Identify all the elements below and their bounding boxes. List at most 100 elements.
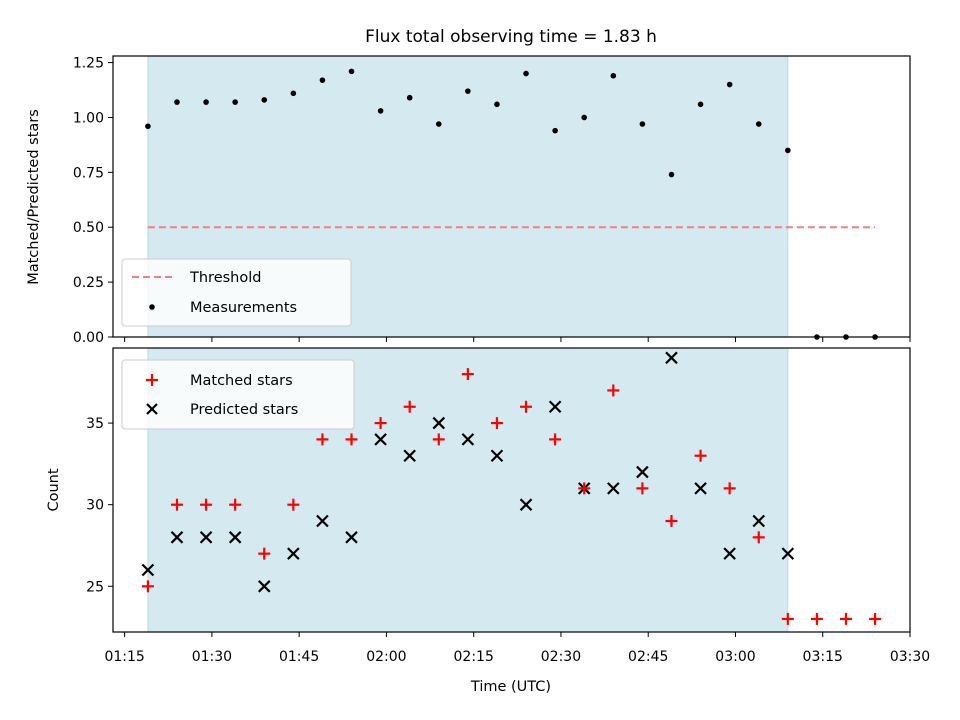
legend-measurements-label: Measurements — [190, 300, 297, 316]
measurement-point — [697, 101, 704, 108]
legend-matched-swatch — [146, 374, 158, 386]
top-legend: Threshold Measurements — [121, 258, 352, 327]
bottom-y-tick-label: 35 — [86, 416, 104, 432]
matched-star-marker — [374, 417, 387, 430]
predicted-star-marker — [665, 351, 678, 365]
bottom-y-tick-label: 25 — [86, 579, 104, 595]
top-y-tick-label: 0.00 — [73, 330, 104, 346]
predicted-star-marker — [490, 449, 504, 463]
predicted-star-marker — [403, 449, 416, 463]
x-tick-label: 02:00 — [366, 649, 406, 665]
predicted-star-marker — [519, 498, 533, 511]
x-tick-label: 02:30 — [541, 649, 581, 665]
x-axis-label: Time (UTC) — [470, 679, 551, 695]
predicted-star-marker — [345, 531, 358, 544]
predicted-star-marker — [257, 580, 271, 593]
matched-star-marker — [200, 498, 213, 511]
measurement-point — [203, 99, 209, 105]
matched-star-marker — [287, 498, 300, 511]
predicted-star-marker — [723, 547, 736, 560]
bottom-legend-box — [121, 359, 355, 430]
measurement-point — [755, 121, 762, 127]
measurement-point — [639, 121, 646, 127]
measurement-point — [261, 97, 268, 103]
predicted-star-marker — [316, 514, 329, 528]
top-plot-frame — [112, 55, 911, 338]
predicted-star-marker — [287, 547, 300, 560]
top-legend-box — [121, 258, 352, 327]
bottom-panel: 25 30 35 01:15 01:30 01:45 02:00 02:15 02:30 02:… — [46, 347, 930, 695]
matched-star-marker — [636, 482, 649, 495]
matched-star-marker — [316, 433, 329, 446]
matched-star-marker — [520, 400, 533, 413]
measurement-point — [174, 99, 180, 105]
top-y-tick-label: 0.25 — [73, 275, 104, 291]
x-tick-label: 01:30 — [192, 649, 232, 665]
matched-star-marker — [578, 482, 591, 495]
predicted-star-marker — [461, 433, 475, 446]
measurement-point — [348, 68, 355, 75]
measurement-point — [406, 94, 413, 101]
predicted-star-marker — [170, 531, 184, 544]
matched-star-marker — [869, 612, 882, 625]
matched-star-marker — [490, 417, 503, 430]
predicted-star-marker — [694, 482, 707, 495]
matched-star-marker — [723, 482, 736, 495]
measurement-point — [668, 171, 675, 178]
matched-star-marker — [810, 612, 823, 625]
x-tick-label: 03:00 — [715, 649, 755, 665]
measurement-point — [785, 147, 791, 154]
top-y-tick-label: 0.75 — [73, 165, 104, 181]
matched-star-marker — [752, 531, 765, 544]
predicted-star-marker — [199, 531, 213, 544]
predicted-star-marker — [781, 547, 795, 560]
measurement-point — [435, 121, 442, 127]
x-tick-label: 02:45 — [628, 649, 668, 665]
top-x-axis-ticks — [124, 337, 911, 342]
bottom-legend: Matched stars Predicted stars — [121, 359, 355, 430]
measurement-point — [232, 99, 238, 105]
measurement-point — [610, 72, 617, 79]
legend-matched-label: Matched stars — [190, 373, 293, 389]
measurement-point — [494, 101, 500, 108]
measurement-point — [145, 123, 151, 130]
matched-star-marker — [229, 498, 242, 511]
top-y-tick-label: 1.25 — [73, 56, 104, 72]
predicted-star-marker — [548, 400, 562, 414]
x-tick-label: 01:15 — [104, 649, 144, 665]
measurement-point — [523, 70, 529, 77]
legend-threshold-label: Threshold — [189, 270, 261, 286]
predicted-star-marker — [752, 514, 766, 528]
top-y-axis-label: Matched/Predicted stars — [26, 109, 42, 285]
bottom-y-tick-label: 30 — [86, 498, 104, 514]
measurement-point — [726, 81, 733, 88]
x-tick-label: 03:30 — [890, 649, 930, 665]
bottom-plot-frame — [112, 347, 911, 633]
matched-star-marker — [549, 433, 562, 446]
top-y-tick-label: 1.00 — [73, 110, 104, 126]
matched-star-marker — [781, 612, 794, 625]
x-tick-label: 02:15 — [454, 649, 494, 665]
measurement-point — [465, 88, 471, 94]
predicted-star-marker — [607, 482, 620, 495]
matched-star-marker — [345, 433, 358, 446]
predicted-star-marker — [432, 416, 446, 430]
matched-star-marker — [840, 612, 853, 625]
measurement-point — [377, 108, 384, 114]
x-tick-label: 01:45 — [279, 649, 319, 665]
legend-predicted-label: Predicted stars — [190, 402, 298, 418]
matched-star-marker — [170, 498, 183, 511]
measurement-point — [581, 114, 588, 121]
top-y-axis: 0.00 0.25 0.50 0.75 1.00 1.25 — [73, 56, 113, 346]
x-tick-label: 03:15 — [803, 649, 843, 665]
legend-measurements-swatch — [149, 304, 155, 310]
matched-star-marker — [607, 384, 620, 397]
predicted-star-marker — [141, 563, 155, 577]
predicted-stars-series — [141, 351, 795, 593]
top-panel: 0.00 0.25 0.50 0.75 1.00 1.25 Flux total obse… — [26, 27, 911, 346]
matched-star-marker — [461, 368, 474, 381]
measurement-point — [290, 90, 297, 97]
predicted-star-marker — [374, 433, 387, 446]
bottom-y-axis-label: Count — [46, 468, 62, 511]
